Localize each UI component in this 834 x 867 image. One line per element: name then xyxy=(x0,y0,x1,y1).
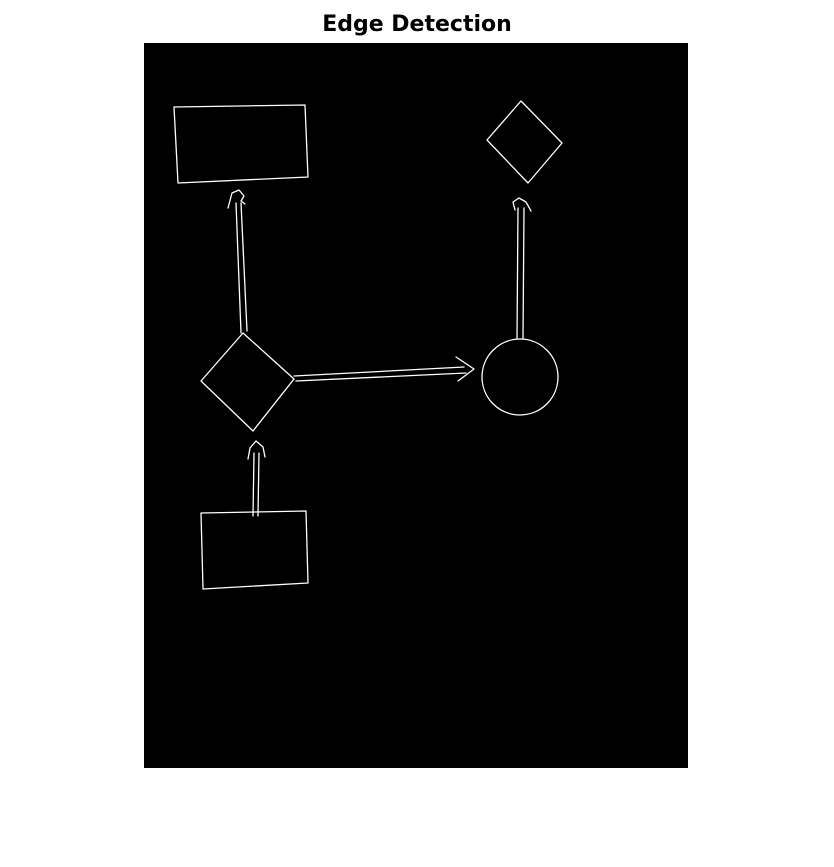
bottom-rectangle xyxy=(200,510,309,590)
arrow-to-left-diamond xyxy=(247,440,266,517)
edge-drawing xyxy=(173,100,563,590)
edge-image xyxy=(144,43,688,768)
left-diamond xyxy=(200,332,295,432)
circle-node xyxy=(481,338,559,416)
arrow-to-circle xyxy=(293,356,475,382)
top-right-diamond xyxy=(486,100,563,184)
arrow-to-top-left-rectangle xyxy=(227,189,248,334)
figure-title: Edge Detection xyxy=(322,12,512,37)
arrow-to-top-right-diamond xyxy=(512,197,532,340)
top-left-rectangle xyxy=(173,104,309,184)
